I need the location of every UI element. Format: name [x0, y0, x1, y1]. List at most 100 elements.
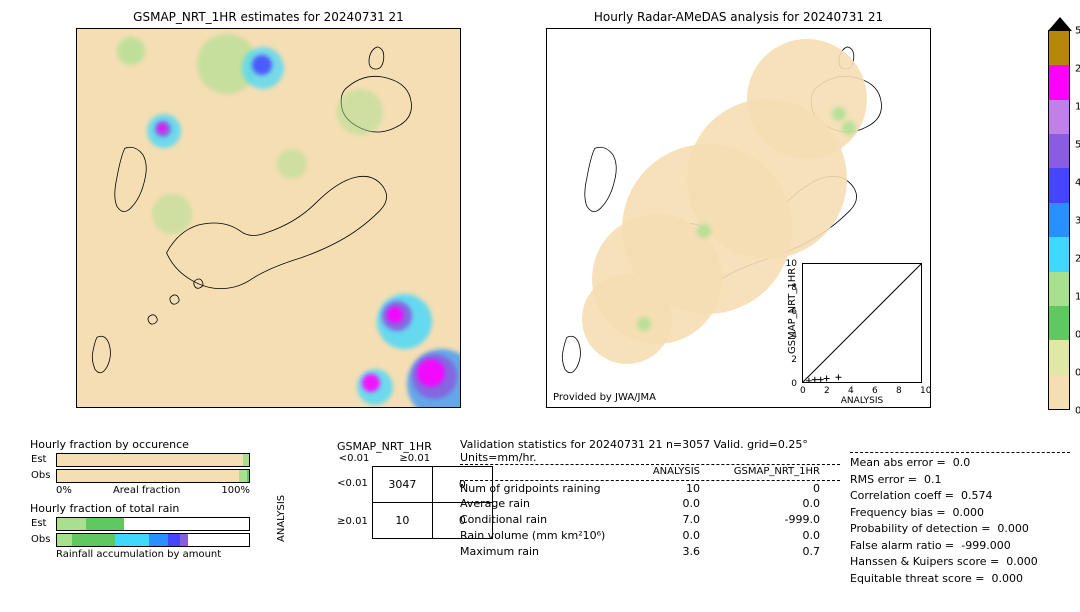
- lon-tick: 125°E: [618, 407, 648, 408]
- colorbar-label: 5: [1069, 140, 1080, 151]
- precip-blob: [252, 55, 272, 75]
- bar-segment: [72, 534, 114, 546]
- val-col-g: GSMAP_NRT_1HR: [720, 465, 820, 480]
- lon-tick: 120°E: [547, 407, 577, 408]
- left-map: 25°N30°N35°N40°N45°N 120°E125°E130°E135°…: [76, 28, 461, 408]
- score-row: Frequency bias = 0.000: [850, 505, 1070, 522]
- lon-tick: 145°E: [902, 407, 931, 408]
- colorbar-segment: [1049, 65, 1069, 99]
- colorbar-segment: [1049, 168, 1069, 202]
- colorbar-label: 25: [1069, 64, 1080, 75]
- precip-blob: [637, 317, 651, 331]
- right-map-title: Hourly Radar-AMeDAS analysis for 2024073…: [546, 10, 931, 24]
- colorbar-label: 0: [1069, 406, 1080, 417]
- precip-blob: [277, 149, 307, 179]
- colorbar-label: 0.5: [1069, 330, 1080, 341]
- ct-row-1: ≥0.01: [337, 516, 368, 527]
- score-row: Probability of detection = 0.000: [850, 521, 1070, 538]
- colorbar-segment: [1049, 134, 1069, 168]
- colorbar-label: 4: [1069, 178, 1080, 189]
- legend-label: Rainfall accumulation by amount: [56, 549, 250, 560]
- score-row: Hanssen & Kuipers score = 0.000: [850, 554, 1070, 571]
- ct-cell: 10: [372, 502, 432, 538]
- colorbar-segment: [1049, 375, 1069, 409]
- validation-row: Num of gridpoints raining100: [460, 481, 840, 497]
- val-col-a: ANALYSIS: [640, 465, 700, 480]
- right-map: 0246810 0246810 ANALYSIS GSMAP_NRT_1HR P…: [546, 28, 931, 408]
- score-row: Correlation coeff = 0.574: [850, 488, 1070, 505]
- inset-ylabel: GSMAP_NRT_1HR: [787, 268, 798, 354]
- bar-segment: [168, 534, 180, 546]
- precip-blob: [337, 89, 383, 135]
- bar-segment: [180, 534, 188, 546]
- occ-x2: 100%: [221, 485, 250, 496]
- validation-row: Rain volume (mm km²10⁶)0.00.0: [460, 528, 840, 544]
- colorbar-segment: [1049, 237, 1069, 271]
- occ-x1: Areal fraction: [113, 485, 180, 496]
- lon-tick: 135°E: [760, 407, 790, 408]
- bar-segment: [57, 470, 239, 482]
- bar-segment: [239, 470, 247, 482]
- bar-segment: [57, 518, 86, 530]
- precip-blob: [697, 224, 711, 238]
- inset-xtick: 0: [800, 386, 806, 396]
- fraction-bar: Obs: [56, 533, 250, 547]
- score-row: Equitable threat score = 0.000: [850, 571, 1070, 588]
- score-row: False alarm ratio = -999.000: [850, 538, 1070, 555]
- left-map-title: GSMAP_NRT_1HR estimates for 20240731 21: [76, 10, 461, 24]
- precip-blob: [362, 374, 380, 392]
- fraction-bar: Est: [56, 453, 250, 467]
- inset-ytick: 2: [791, 355, 797, 365]
- score-row: Mean abs error = 0.0: [850, 455, 1070, 472]
- colorbar: 502510543210.50.010: [1048, 30, 1070, 410]
- tot-title: Hourly fraction of total rain: [30, 502, 250, 515]
- colorbar-segment: [1049, 272, 1069, 306]
- bar-segment: [247, 470, 249, 482]
- fraction-bar: Est: [56, 517, 250, 531]
- validation-row: Average rain0.00.0: [460, 496, 840, 512]
- radar-halo: [582, 274, 672, 364]
- lon-tick: 125°E: [148, 407, 178, 408]
- colorbar-segment: [1049, 100, 1069, 134]
- colorbar-label: 1: [1069, 292, 1080, 303]
- colorbar-segment: [1049, 340, 1069, 374]
- inset-xtick: 6: [872, 386, 878, 396]
- inset-ytick: 0: [791, 379, 797, 389]
- validation-row: Maximum rain3.60.7: [460, 544, 840, 560]
- precip-blob: [832, 107, 846, 121]
- score-row: RMS error = 0.1: [850, 472, 1070, 489]
- bar-segment: [243, 454, 249, 466]
- inset-xtick: 4: [848, 386, 854, 396]
- precip-blob: [158, 124, 166, 132]
- precip-blob: [152, 194, 192, 234]
- lon-tick: 140°E: [361, 407, 391, 408]
- lon-tick: 120°E: [77, 407, 107, 408]
- validation-row: Conditional rain7.0-999.0: [460, 512, 840, 528]
- inset-xtick: 8: [896, 386, 902, 396]
- colorbar-segment: [1049, 306, 1069, 340]
- bar-segment: [57, 534, 72, 546]
- inset-xlabel: ANALYSIS: [841, 396, 883, 406]
- colorbar-label: 50: [1069, 26, 1080, 37]
- ct-row-0: <0.01: [337, 478, 368, 489]
- lon-tick: 140°E: [831, 407, 861, 408]
- precip-blob: [417, 359, 445, 387]
- lon-tick: 130°E: [689, 407, 719, 408]
- bar-row-label: Obs: [31, 534, 50, 545]
- validation-header: Validation statistics for 20240731 21 n=…: [460, 438, 840, 464]
- colorbar-segment: [1049, 31, 1069, 65]
- bar-segment: [149, 534, 168, 546]
- bar-row-label: Est: [31, 518, 46, 529]
- ct-col-0: <0.01: [339, 453, 370, 464]
- bar-segment: [86, 518, 124, 530]
- lon-tick: 145°E: [432, 407, 461, 408]
- ct-cell: 3047: [372, 466, 432, 502]
- colorbar-label: 2: [1069, 254, 1080, 265]
- occ-x0: 0%: [56, 485, 72, 496]
- precip-blob: [117, 37, 145, 65]
- bar-row-label: Est: [31, 454, 46, 465]
- inset-xtick: 10: [920, 386, 931, 396]
- colorbar-label: 0.01: [1069, 368, 1080, 379]
- fraction-bar: Obs: [56, 469, 250, 483]
- colorbar-label: 3: [1069, 216, 1080, 227]
